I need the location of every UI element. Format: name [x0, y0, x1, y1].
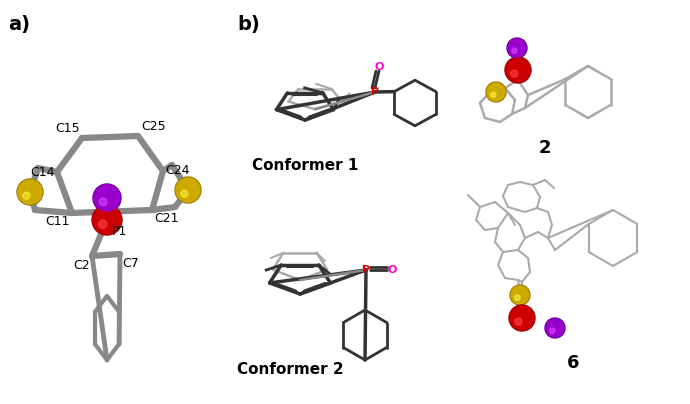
Text: C15: C15: [55, 122, 80, 135]
Circle shape: [99, 220, 107, 228]
Text: C7: C7: [122, 257, 139, 270]
Circle shape: [94, 185, 120, 211]
Circle shape: [511, 70, 518, 77]
Circle shape: [508, 39, 526, 57]
Circle shape: [486, 82, 506, 102]
Circle shape: [545, 318, 565, 338]
Text: C11: C11: [46, 215, 70, 228]
Text: O: O: [387, 265, 397, 275]
Text: P1: P1: [112, 225, 128, 238]
Text: Conformer 1: Conformer 1: [252, 158, 358, 173]
Circle shape: [93, 206, 121, 234]
Circle shape: [92, 205, 122, 235]
Circle shape: [93, 184, 121, 212]
Text: C24: C24: [165, 164, 190, 177]
Circle shape: [491, 92, 496, 97]
Text: C14: C14: [30, 166, 55, 179]
Circle shape: [510, 285, 530, 305]
Text: P: P: [362, 265, 370, 275]
Circle shape: [18, 180, 42, 204]
Text: 6: 6: [566, 354, 579, 372]
Text: C21: C21: [154, 212, 179, 225]
Circle shape: [507, 38, 527, 58]
Circle shape: [99, 198, 107, 206]
Circle shape: [511, 286, 529, 304]
Circle shape: [506, 58, 530, 82]
Circle shape: [17, 179, 43, 205]
Text: Conformer 2: Conformer 2: [237, 362, 344, 377]
Circle shape: [546, 319, 564, 337]
Circle shape: [515, 318, 522, 325]
Circle shape: [176, 178, 200, 202]
Text: O: O: [374, 62, 384, 72]
Circle shape: [515, 295, 520, 301]
Circle shape: [505, 57, 531, 83]
Text: C25: C25: [141, 120, 166, 133]
Circle shape: [510, 306, 534, 330]
Text: 2: 2: [539, 139, 551, 157]
Circle shape: [23, 192, 30, 199]
Text: P: P: [371, 87, 379, 97]
Circle shape: [175, 177, 201, 203]
Circle shape: [511, 48, 517, 53]
Circle shape: [181, 190, 188, 197]
Circle shape: [509, 305, 535, 331]
Circle shape: [487, 83, 505, 101]
Text: b): b): [237, 15, 259, 34]
Text: C2: C2: [73, 259, 90, 272]
Circle shape: [550, 328, 555, 333]
Text: a): a): [8, 15, 30, 34]
